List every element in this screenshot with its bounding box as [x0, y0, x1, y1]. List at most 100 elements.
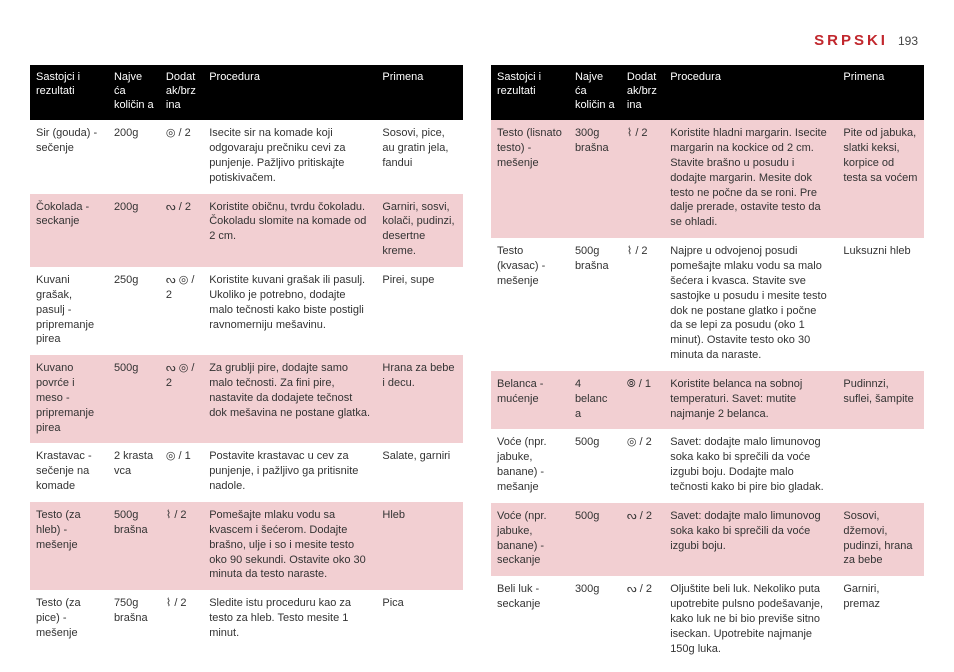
cell-proc: Koristite kuvani grašak ili pasulj. Ukol…: [203, 267, 376, 355]
cell-app: Pudinnzi, suflei, šampite: [837, 371, 924, 430]
col-application: Primena: [376, 65, 463, 120]
page-header: Srpski 193: [30, 32, 924, 49]
cell-qty: 500g brašna: [569, 238, 621, 371]
table-row: Kuvani grašak, pasulj - pripremanje pire…: [30, 267, 463, 355]
cell-qty: 500g brašna: [108, 502, 160, 590]
cell-qty: 4 belanc a: [569, 371, 621, 430]
col-procedure: Procedura: [664, 65, 837, 120]
left-table-body: Sir (gouda) - sečenje200g◎ / 2Isecite si…: [30, 120, 463, 648]
cell-ing: Belanca - mućenje: [491, 371, 569, 430]
right-column: Sastojci i rezultati Najve ća količin a …: [491, 65, 924, 664]
table-row: Testo (za hleb) - mešenje500g brašna⌇ / …: [30, 502, 463, 590]
table-row: Krastavac - sečenje na komade2 krasta vc…: [30, 443, 463, 502]
cell-qty: 300g brašna: [569, 120, 621, 238]
table-row: Testo (kvasac) - mešenje500g brašna⌇ / 2…: [491, 238, 924, 371]
cell-proc: Koristite hladni margarin. Isecite marga…: [664, 120, 837, 238]
right-table-body: Testo (lisnato testo) - mešenje300g braš…: [491, 120, 924, 664]
cell-qty: 500g: [569, 503, 621, 576]
table-head: Sastojci i rezultati Najve ća količin a …: [30, 65, 463, 120]
cell-ing: Sir (gouda) - sečenje: [30, 120, 108, 193]
cell-app: Sosovi, pice, au gratin jela, fandui: [376, 120, 463, 193]
cell-app: Garniri, premaz: [837, 576, 924, 664]
cell-ing: Testo (za pice) - mešenje: [30, 590, 108, 649]
table-row: Voće (npr. jabuke, banane) - seckanje500…: [491, 503, 924, 576]
cell-ing: Čokolada - seckanje: [30, 194, 108, 267]
col-application: Primena: [837, 65, 924, 120]
cell-ad: ◎ / 1: [160, 443, 203, 502]
cell-qty: 500g: [569, 429, 621, 502]
col-maxqty: Najve ća količin a: [108, 65, 160, 120]
cell-ad: ᔓ ◎ / 2: [160, 355, 203, 443]
cell-ad: ᔓ / 2: [621, 576, 664, 664]
left-table: Sastojci i rezultati Najve ća količin a …: [30, 65, 463, 649]
cell-qty: 200g: [108, 120, 160, 193]
right-table: Sastojci i rezultati Najve ća količin a …: [491, 65, 924, 664]
cell-ing: Kuvano povrće i meso - pripremanje pirea: [30, 355, 108, 443]
table-row: Testo (za pice) - mešenje750g brašna⌇ / …: [30, 590, 463, 649]
cell-app: Pica: [376, 590, 463, 649]
table-head: Sastojci i rezultati Najve ća količin a …: [491, 65, 924, 120]
table-row: Čokolada - seckanje200gᔓ / 2Koristite ob…: [30, 194, 463, 267]
col-ingredients: Sastojci i rezultati: [30, 65, 108, 120]
col-ingredients: Sastojci i rezultati: [491, 65, 569, 120]
cell-ing: Testo (lisnato testo) - mešenje: [491, 120, 569, 238]
cell-proc: Sledite istu proceduru kao za testo za h…: [203, 590, 376, 649]
language-label: Srpski: [814, 32, 888, 49]
cell-qty: 500g: [108, 355, 160, 443]
cell-proc: Postavite krastavac u cev za punjenje, i…: [203, 443, 376, 502]
col-maxqty: Najve ća količin a: [569, 65, 621, 120]
table-row: Kuvano povrće i meso - pripremanje pirea…: [30, 355, 463, 443]
cell-ad: ⦾ / 1: [621, 371, 664, 430]
cell-ad: ᔓ ◎ / 2: [160, 267, 203, 355]
cell-ad: ⌇ / 2: [160, 502, 203, 590]
cell-app: Sosovi, džemovi, pudinzi, hrana za bebe: [837, 503, 924, 576]
page-number: 193: [898, 34, 918, 48]
col-attachment: Dodat ak/brz ina: [621, 65, 664, 120]
cell-ing: Voće (npr. jabuke, banane) - mešanje: [491, 429, 569, 502]
cell-ing: Krastavac - sečenje na komade: [30, 443, 108, 502]
cell-proc: Najpre u odvojenoj posudi pomešajte mlak…: [664, 238, 837, 371]
col-procedure: Procedura: [203, 65, 376, 120]
cell-proc: Savet: dodajte malo limunovog soka kako …: [664, 429, 837, 502]
cell-ad: ⌇ / 2: [160, 590, 203, 649]
cell-qty: 2 krasta vca: [108, 443, 160, 502]
cell-proc: Koristite običnu, tvrdu čokoladu. Čokola…: [203, 194, 376, 267]
cell-qty: 300g: [569, 576, 621, 664]
page-root: Srpski 193 Sastojci i rezultati Najve ća…: [0, 0, 954, 672]
cell-app: Salate, garniri: [376, 443, 463, 502]
table-row: Voće (npr. jabuke, banane) - mešanje500g…: [491, 429, 924, 502]
cell-app: Pite od jabuka, slatki keksi, korpice od…: [837, 120, 924, 238]
table-row: Belanca - mućenje4 belanc a⦾ / 1Koristit…: [491, 371, 924, 430]
cell-proc: Pomešajte mlaku vodu sa kvascem i šećero…: [203, 502, 376, 590]
cell-ing: Testo (kvasac) - mešenje: [491, 238, 569, 371]
cell-proc: Koristite belanca na sobnoj temperaturi.…: [664, 371, 837, 430]
cell-qty: 200g: [108, 194, 160, 267]
cell-ing: Beli luk - seckanje: [491, 576, 569, 664]
cell-app: Pirei, supe: [376, 267, 463, 355]
table-row: Testo (lisnato testo) - mešenje300g braš…: [491, 120, 924, 238]
cell-ad: ⌇ / 2: [621, 120, 664, 238]
table-row: Beli luk - seckanje300gᔓ / 2Oljuštite be…: [491, 576, 924, 664]
left-column: Sastojci i rezultati Najve ća količin a …: [30, 65, 463, 664]
col-attachment: Dodat ak/brz ina: [160, 65, 203, 120]
cell-app: Hrana za bebe i decu.: [376, 355, 463, 443]
cell-ing: Voće (npr. jabuke, banane) - seckanje: [491, 503, 569, 576]
cell-ad: ◎ / 2: [160, 120, 203, 193]
cell-ad: ◎ / 2: [621, 429, 664, 502]
cell-app: Luksuzni hleb: [837, 238, 924, 371]
cell-proc: Oljuštite beli luk. Nekoliko puta upotre…: [664, 576, 837, 664]
cell-ad: ᔓ / 2: [621, 503, 664, 576]
cell-qty: 250g: [108, 267, 160, 355]
cell-ad: ⌇ / 2: [621, 238, 664, 371]
columns-wrap: Sastojci i rezultati Najve ća količin a …: [30, 65, 924, 664]
cell-app: Hleb: [376, 502, 463, 590]
cell-proc: Za grublji pire, dodajte samo malo tečno…: [203, 355, 376, 443]
cell-ing: Testo (za hleb) - mešenje: [30, 502, 108, 590]
cell-qty: 750g brašna: [108, 590, 160, 649]
cell-proc: Isecite sir na komade koji odgovaraju pr…: [203, 120, 376, 193]
cell-ad: ᔓ / 2: [160, 194, 203, 267]
cell-ing: Kuvani grašak, pasulj - pripremanje pire…: [30, 267, 108, 355]
cell-proc: Savet: dodajte malo limunovog soka kako …: [664, 503, 837, 576]
cell-app: [837, 429, 924, 502]
cell-app: Garniri, sosvi, kolači, pudinzi, desertn…: [376, 194, 463, 267]
